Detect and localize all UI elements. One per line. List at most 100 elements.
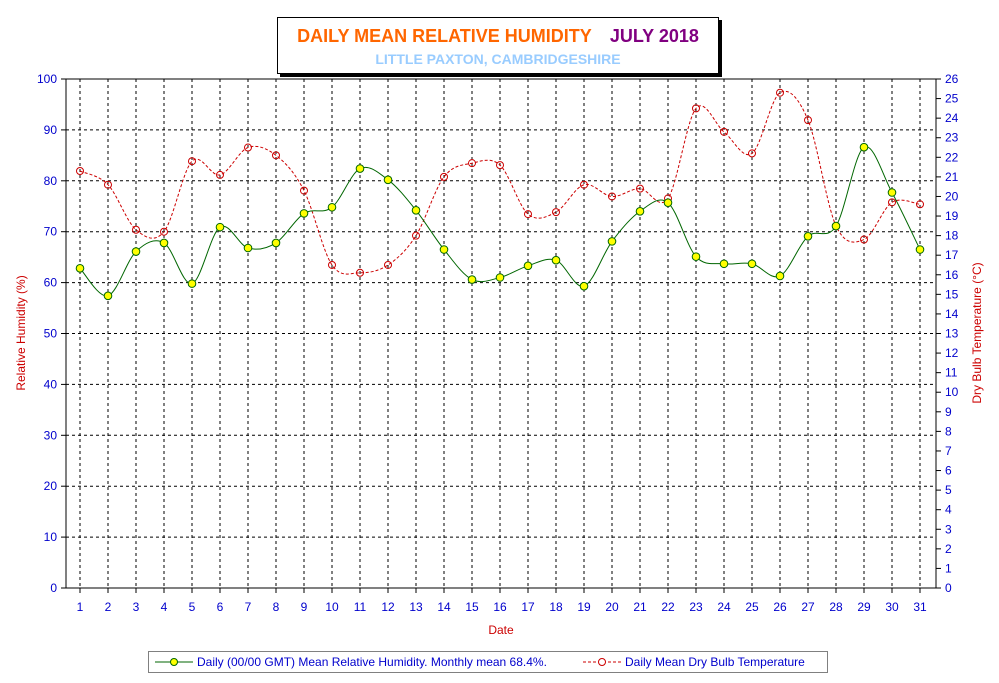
y2-tick-label: 24 — [945, 111, 959, 125]
y2-tick-label: 9 — [945, 405, 952, 419]
y2-tick-label: 25 — [945, 92, 959, 106]
x-tick-label: 30 — [885, 600, 899, 614]
temperature-point — [608, 192, 616, 201]
y2-tick-label: 26 — [945, 72, 959, 86]
temperature-line — [79, 90, 921, 275]
temperature-point — [328, 260, 336, 269]
y2-tick-label: 4 — [945, 503, 952, 517]
y2-tick-label: 5 — [945, 483, 952, 497]
title-period: JULY 2018 — [609, 26, 699, 46]
x-tick-label: 9 — [301, 600, 308, 614]
y2-tick-label: 1 — [945, 561, 952, 575]
y2-tick-label: 12 — [945, 346, 959, 360]
humidity-point — [803, 231, 813, 241]
humidity-point — [411, 206, 421, 215]
x-tick-label: 14 — [437, 600, 451, 614]
humidity-point — [299, 209, 309, 218]
x-tick-label: 12 — [381, 600, 395, 614]
x-tick-label: 3 — [133, 600, 140, 614]
temperature-point — [692, 104, 700, 113]
temperature-point — [188, 157, 196, 166]
y-tick-label: 60 — [44, 276, 58, 290]
x-tick-label: 11 — [354, 600, 367, 614]
y-tick-label: 0 — [50, 581, 57, 595]
y-tick-label: 90 — [44, 123, 58, 137]
temperature-point — [720, 127, 728, 136]
humidity-point — [523, 261, 533, 271]
humidity-point — [75, 264, 85, 273]
x-tick-label: 16 — [493, 600, 507, 614]
humidity-point — [355, 164, 365, 173]
temperature-point — [804, 116, 812, 125]
humidity-point — [383, 175, 393, 185]
y2-tick-label: 3 — [945, 522, 952, 536]
y2-tick-label: 20 — [945, 189, 959, 203]
x-tick-label: 22 — [661, 600, 675, 614]
y2-tick-label: 7 — [945, 444, 952, 458]
y2-tick-label: 10 — [945, 385, 959, 399]
temperature-point — [356, 268, 364, 277]
x-tick-label: 29 — [857, 600, 871, 614]
humidity-point — [775, 271, 785, 281]
y-tick-label: 70 — [44, 225, 58, 239]
x-tick-label: 5 — [189, 600, 196, 614]
title-main: DAILY MEAN RELATIVE HUMIDITY — [297, 26, 592, 46]
y-tick-label: 50 — [44, 327, 58, 341]
humidity-point — [579, 281, 589, 291]
y2-tick-label: 15 — [945, 287, 959, 301]
temperature-point — [776, 88, 784, 97]
legend-temperature-label: Daily Mean Dry Bulb Temperature — [625, 655, 805, 669]
temperature-point — [132, 225, 140, 234]
x-tick-label: 21 — [633, 600, 647, 614]
humidity-point — [187, 279, 197, 288]
temperature-point — [300, 186, 308, 195]
legend-humidity-swatch — [155, 658, 193, 666]
y-tick-label: 40 — [44, 377, 58, 391]
temperature-point — [496, 161, 504, 170]
y2-tick-label: 2 — [945, 542, 952, 556]
x-tick-label: 17 — [521, 600, 535, 614]
temperature-point — [104, 180, 112, 189]
x-tick-label: 24 — [717, 600, 731, 614]
x-tick-label: 23 — [689, 600, 703, 614]
y2-tick-label: 6 — [945, 464, 952, 478]
humidity-point — [859, 142, 869, 152]
x-tick-label: 1 — [77, 600, 84, 614]
temperature-point — [216, 170, 224, 179]
y2-tick-label: 17 — [945, 248, 959, 262]
chart-title: DAILY MEAN RELATIVE HUMIDITY JULY 2018 — [278, 26, 718, 47]
temperature-point — [748, 149, 756, 158]
humidity-point — [915, 245, 925, 254]
humidity-point — [159, 238, 169, 248]
temperature-point — [440, 172, 448, 181]
y2-tick-label: 23 — [945, 131, 959, 145]
x-tick-label: 6 — [217, 600, 224, 614]
humidity-point — [719, 259, 729, 269]
y-tick-label: 100 — [37, 72, 57, 86]
x-tick-label: 15 — [465, 600, 479, 614]
humidity-point — [243, 243, 253, 253]
y2-tick-label: 16 — [945, 268, 959, 282]
humidity-point — [327, 202, 337, 212]
y2-tick-label: 11 — [945, 366, 958, 380]
humidity-point — [691, 252, 701, 261]
series-layer — [75, 88, 925, 301]
x-tick-label: 26 — [773, 600, 787, 614]
y2-tick-label: 21 — [945, 170, 959, 184]
temperature-point — [468, 159, 476, 168]
y2-tick-label: 22 — [945, 150, 959, 164]
x-axis-label: Date — [488, 623, 514, 637]
temperature-point — [552, 208, 560, 217]
x-tick-label: 18 — [549, 600, 563, 614]
y2-tick-label: 19 — [945, 209, 959, 223]
y2-tick-label: 0 — [945, 581, 952, 595]
temperature-point — [524, 210, 532, 219]
y-tick-label: 80 — [44, 174, 58, 188]
humidity-point — [551, 255, 561, 265]
humidity-point — [467, 275, 477, 284]
temperature-point — [916, 200, 924, 209]
grid — [61, 78, 941, 593]
y-tick-label: 20 — [44, 479, 58, 493]
y-tick-label: 10 — [44, 530, 58, 544]
